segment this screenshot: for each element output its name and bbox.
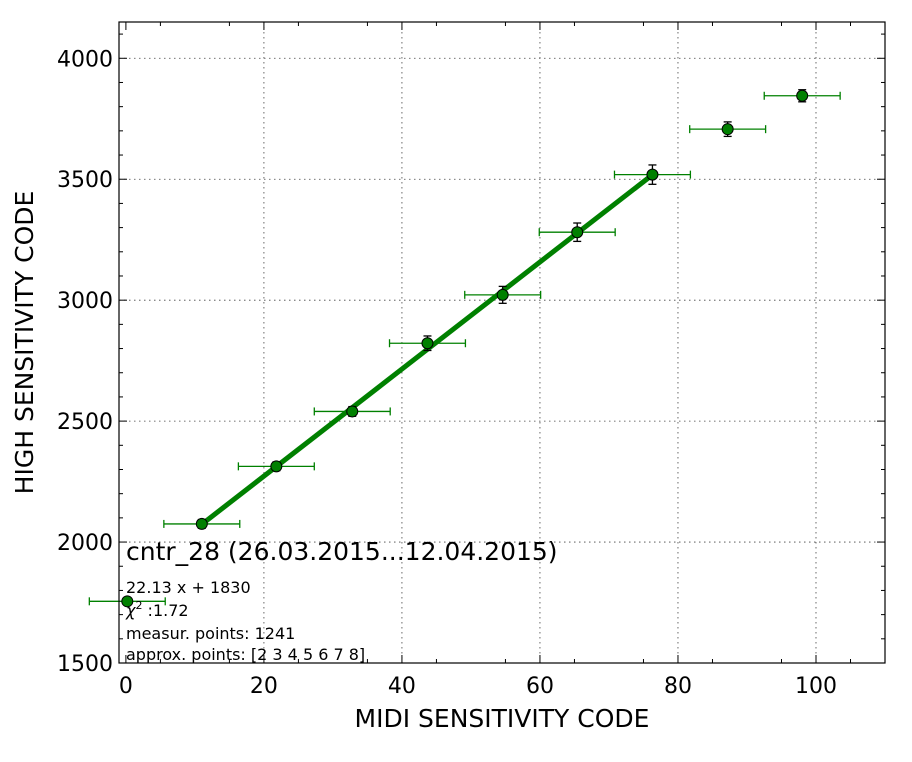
data-point: [121, 595, 134, 608]
y-tick-label: 4000: [57, 47, 113, 72]
data-point: [421, 337, 434, 350]
x-tick-label: 20: [250, 674, 278, 699]
fit-equation: 22.13 x + 1830: [126, 578, 251, 597]
measur-points-text: measur. points: 1241: [126, 624, 295, 643]
plot-frame: [118, 21, 886, 664]
data-markers: [121, 89, 809, 608]
chi-value: :1.72: [142, 601, 188, 620]
data-point: [346, 405, 359, 418]
x-tick-labels: 0 20 40 60 80 100: [119, 674, 837, 699]
y-tick-label: 3500: [57, 168, 113, 193]
y-tick-label: 1500: [57, 652, 113, 677]
x-tick-label: 100: [795, 674, 837, 699]
data-point: [270, 460, 283, 473]
data-point: [496, 288, 509, 301]
x-tick-label: 60: [526, 674, 554, 699]
data-point: [796, 89, 809, 102]
grid-lines: [119, 22, 885, 663]
chart-title: cntr_28 (26.03.2015...12.04.2015): [126, 537, 558, 566]
x-axis-label: MIDI SENSITIVITY CODE: [355, 704, 650, 733]
data-point: [571, 226, 584, 239]
data-point: [721, 123, 734, 136]
y-tick-label: 2000: [57, 531, 113, 556]
chi-superscript: 2: [135, 599, 142, 612]
y-tick-labels: 1500 2000 2500 3000 3500 4000: [57, 47, 113, 677]
y-tick-label: 2500: [57, 410, 113, 435]
approx-points-text: approx. points: [2 3 4 5 6 7 8]: [126, 645, 365, 664]
chi-symbol: χ: [125, 601, 136, 620]
x-tick-label: 80: [664, 674, 692, 699]
y-axis-label: HIGH SENSITIVITY CODE: [10, 191, 39, 495]
y-tick-label: 3000: [57, 289, 113, 314]
data-point: [195, 517, 208, 530]
chi-square-text: χ2 :1.72: [125, 599, 189, 620]
x-tick-label: 40: [388, 674, 416, 699]
axis-ticks: [119, 22, 885, 664]
data-point: [646, 168, 659, 181]
x-tick-label: 0: [119, 674, 133, 699]
